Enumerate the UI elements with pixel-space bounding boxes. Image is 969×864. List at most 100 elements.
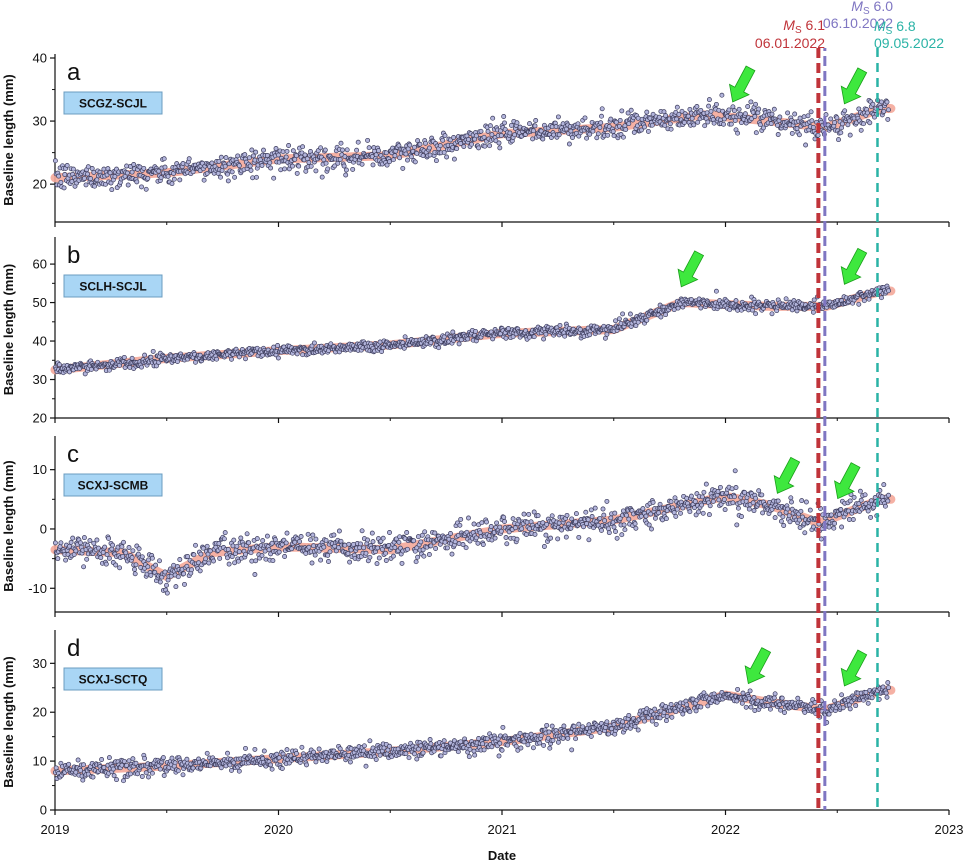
data-point (342, 542, 348, 548)
data-point (705, 119, 711, 125)
data-point (91, 540, 97, 546)
data-point (610, 129, 616, 134)
data-point (404, 530, 410, 535)
data-point (103, 181, 108, 187)
data-point (165, 173, 171, 179)
data-point (652, 515, 658, 521)
data-point (569, 747, 575, 753)
station-label-text: SCXJ-SCTQ (79, 673, 148, 687)
data-point (786, 513, 792, 519)
data-point (456, 341, 462, 347)
data-point (530, 128, 536, 134)
data-point (467, 746, 473, 752)
data-point (689, 115, 695, 121)
data-point (828, 512, 834, 518)
data-point (861, 298, 867, 304)
data-point (58, 540, 64, 546)
data-point (847, 706, 853, 712)
data-point (780, 514, 786, 520)
data-point (580, 724, 586, 730)
data-point (779, 695, 785, 701)
data-point (585, 517, 591, 523)
arrow-shape (677, 250, 705, 288)
data-point (613, 529, 618, 534)
data-point (885, 116, 891, 122)
data-point (517, 730, 523, 736)
data-point (481, 134, 487, 140)
data-point (325, 166, 331, 172)
data-point (646, 522, 652, 528)
data-point (81, 564, 87, 570)
y-tick-label: 20 (33, 705, 47, 720)
data-point (56, 362, 62, 368)
x-axis: 2019 2020 2021 2022 2023 Date (41, 822, 964, 863)
data-point (674, 506, 680, 512)
data-point (863, 689, 869, 695)
data-point (304, 762, 309, 768)
data-point (66, 761, 72, 767)
data-point (611, 524, 617, 530)
data-point (56, 173, 62, 179)
data-point (412, 751, 417, 757)
data-point (614, 535, 620, 541)
data-point (367, 738, 373, 744)
data-point (747, 688, 753, 694)
data-point (649, 718, 655, 724)
data-point (119, 544, 125, 550)
data-point (299, 744, 305, 750)
data-point (143, 186, 149, 192)
data-point (403, 151, 409, 157)
data-point (599, 527, 604, 533)
data-point (733, 298, 739, 304)
green-arrow (728, 65, 756, 103)
data-point (695, 119, 701, 125)
data-point (201, 177, 207, 183)
data-point (109, 546, 115, 552)
data-point (136, 546, 142, 552)
data-point (373, 152, 379, 158)
data-point (471, 521, 477, 527)
data-point (128, 771, 133, 777)
data-point (494, 520, 500, 526)
green-arrow (840, 67, 868, 105)
data-point (698, 107, 704, 113)
data-point (885, 680, 891, 686)
data-point (452, 539, 458, 545)
data-point (611, 133, 617, 139)
data-point (171, 176, 177, 182)
data-point (475, 540, 481, 546)
data-point (533, 118, 539, 123)
data-point (264, 533, 270, 539)
data-point (802, 530, 808, 536)
data-point (411, 538, 417, 544)
data-point (293, 751, 299, 756)
data-point (795, 695, 801, 701)
data-point (794, 126, 800, 131)
eq-mag-value: 6.8 (892, 18, 916, 34)
data-point (145, 564, 151, 570)
data-point (85, 171, 90, 177)
data-point (347, 559, 353, 565)
data-point (732, 468, 738, 474)
data-point (886, 492, 891, 498)
data-point (730, 500, 736, 506)
data-point (851, 494, 857, 500)
data-point (191, 552, 197, 558)
data-point (789, 499, 794, 505)
data-point (387, 743, 392, 749)
data-point (67, 369, 72, 375)
data-point (721, 116, 727, 122)
data-point (399, 560, 405, 566)
data-point (318, 557, 324, 563)
data-point (363, 763, 369, 769)
data-point (433, 158, 439, 164)
data-point (359, 161, 365, 167)
data-point (99, 757, 105, 762)
data-point (351, 541, 356, 547)
data-point (343, 172, 349, 178)
data-point (692, 499, 698, 504)
data-point (311, 340, 317, 346)
data-point (549, 513, 555, 519)
data-point (785, 110, 791, 116)
data-point (673, 513, 679, 519)
